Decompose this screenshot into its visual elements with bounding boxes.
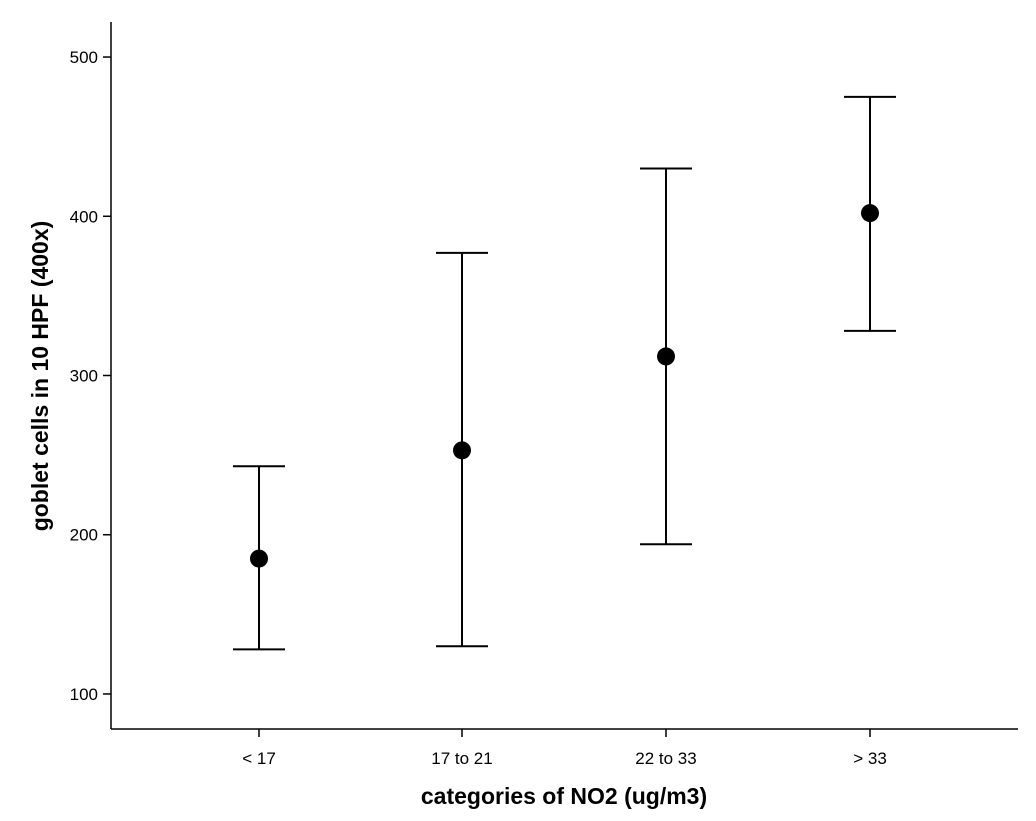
data-point-1 bbox=[250, 549, 268, 568]
data-marks bbox=[233, 95, 896, 651]
y-tick-label-200: 200 bbox=[70, 526, 98, 545]
data-point-2 bbox=[453, 441, 471, 460]
x-axis-title: categories of NO2 (ug/m3) bbox=[421, 783, 707, 809]
data-point-3 bbox=[657, 347, 675, 366]
axes bbox=[110, 22, 1018, 730]
y-tick-label-500: 500 bbox=[70, 48, 98, 67]
x-tick-label-4: > 33 bbox=[853, 749, 887, 768]
data-point-4 bbox=[861, 204, 879, 223]
y-tick-label-300: 300 bbox=[70, 367, 98, 386]
x-tick-label-2: 17 to 21 bbox=[431, 749, 492, 768]
x-axis-ticks: < 17 17 to 21 22 to 33 > 33 bbox=[242, 729, 887, 768]
x-tick-label-1: < 17 bbox=[242, 749, 276, 768]
y-tick-label-400: 400 bbox=[70, 207, 98, 226]
x-tick-label-3: 22 to 33 bbox=[635, 749, 696, 768]
y-axis-title: goblet cells in 10 HPF (400x) bbox=[27, 221, 53, 532]
y-tick-label-100: 100 bbox=[70, 685, 98, 704]
y-axis-ticks: 100 200 300 400 500 bbox=[70, 48, 111, 704]
